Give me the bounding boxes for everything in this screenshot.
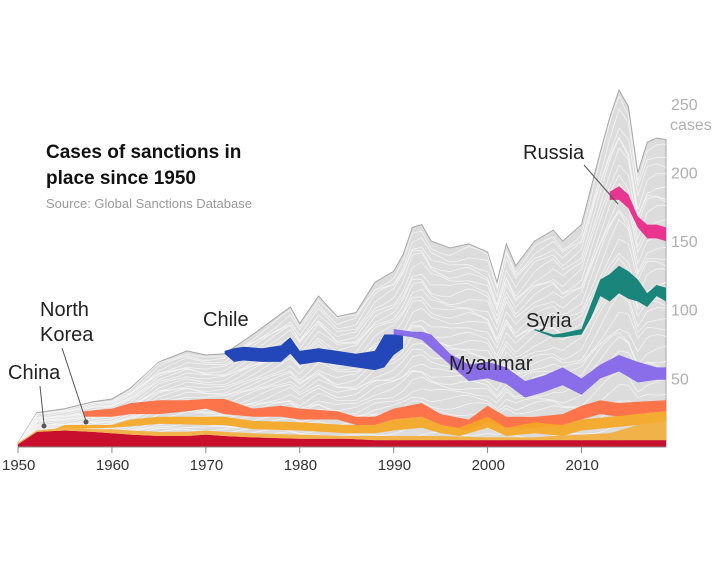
band-separator-line (18, 267, 666, 446)
series-band-syria (534, 265, 666, 338)
x-tick-label: 1950 (2, 457, 35, 474)
x-tick-label: 1990 (378, 457, 411, 474)
x-tick-label: 2000 (472, 457, 505, 474)
label-russia: Russia (523, 142, 585, 164)
label-north-korea-1: North (40, 299, 89, 321)
leader-north-korea-dot (83, 419, 89, 425)
label-north-korea-2: Korea (40, 324, 94, 346)
band-separator-line (18, 147, 666, 444)
x-tick-label: 2010 (566, 457, 599, 474)
y-unit-label: cases (670, 117, 712, 134)
label-syria: Syria (526, 310, 572, 332)
band-separator-line (18, 174, 666, 445)
band-separator-line (18, 257, 666, 446)
leader-north-korea (61, 347, 87, 422)
series-band-other-1 (18, 411, 666, 443)
chart-title-line-1: Cases of sanctions in (46, 142, 241, 163)
series-band-chile (224, 330, 403, 371)
x-tick-label: 1970 (190, 457, 223, 474)
leader-russia (583, 164, 619, 205)
label-chile: Chile (203, 309, 249, 331)
leader-china (39, 385, 45, 425)
y-tick-label: 200 (671, 166, 698, 183)
x-tick-label: 1960 (96, 457, 129, 474)
leader-china-dot (41, 423, 47, 429)
x-axis-ticks: 1950 1960 1970 1980 1990 2000 2010 (2, 447, 599, 474)
label-china: China (8, 362, 61, 384)
series-band-myanmar (393, 329, 666, 398)
x-tick-label: 1980 (284, 457, 317, 474)
series-band-russia (609, 186, 666, 242)
series-band-other-2 (83, 399, 666, 431)
y-tick-label: 50 (671, 371, 689, 388)
band-separator-line (18, 108, 666, 444)
band-separator-line (18, 136, 666, 444)
series-band-north-korea (18, 420, 666, 445)
chart-source: Source: Global Sanctions Database (46, 196, 252, 211)
y-tick-label: 150 (671, 234, 698, 251)
series-band-china (18, 430, 666, 447)
band-separator-line (18, 137, 666, 444)
band-separator-line (18, 252, 666, 445)
band-separator-line (18, 164, 666, 444)
band-separator-line (18, 95, 666, 444)
label-myanmar: Myanmar (449, 353, 533, 375)
chart-title-line-2: place since 1950 (46, 168, 196, 189)
y-tick-label: 250 (671, 97, 698, 114)
band-separator-line (18, 127, 666, 444)
y-tick-label: 100 (671, 303, 698, 320)
y-axis-ticks: 250 200 150 100 50 cases (670, 97, 712, 388)
highlighted-series (18, 186, 666, 447)
